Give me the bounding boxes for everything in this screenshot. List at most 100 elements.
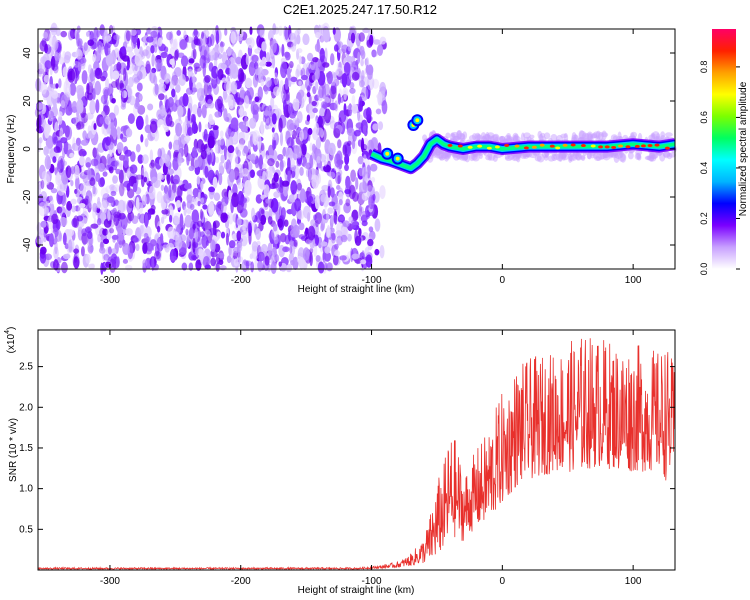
spectrogram-noise-blob (58, 111, 63, 118)
spectrogram-noise-blob (326, 212, 330, 222)
spectrogram-noise-blob (319, 108, 326, 117)
spectrogram-noise-blob (122, 242, 130, 255)
spectrogram-noise-blob (312, 145, 318, 161)
spectrogram-noise-blob (357, 51, 361, 64)
spectrogram-noise-blob (225, 80, 233, 94)
spectrogram-noise-blob (159, 104, 166, 117)
spectrogram-noise-blob (57, 155, 65, 169)
spectrogram-noise-blob (172, 215, 180, 226)
spectrogram-noise-blob (207, 84, 212, 96)
spectrogram-noise-blob (285, 263, 293, 273)
spectrogram-noise-blob (290, 76, 298, 83)
spectrogram-noise-blob (228, 189, 232, 202)
spectrogram-noise-blob (307, 127, 313, 136)
spectrogram-noise-blob (328, 97, 334, 104)
spectrogram-noise-blob (212, 220, 220, 229)
spectrogram-noise-blob (271, 127, 275, 133)
spectrogram-noise-blob (145, 114, 149, 127)
spectrogram-noise-blob (171, 58, 175, 69)
colorbar-tick-label: 0.2 (699, 212, 709, 225)
spectrogram-halo-blob (563, 132, 569, 143)
spectrogram-noise-blob (236, 149, 241, 158)
spectrogram-noise-blob (333, 44, 339, 52)
spectrogram-noise-blob (105, 185, 112, 194)
spectrogram-noise-blob (251, 54, 259, 63)
spectrogram-noise-blob (259, 28, 265, 39)
spectrogram-noise-blob (289, 246, 293, 254)
spectrogram-noise-blob (191, 146, 198, 158)
colorbar-tick-label: 0.8 (699, 61, 709, 74)
spectrogram-noise-blob (185, 228, 189, 236)
spectrogram-noise-blob (306, 85, 311, 94)
spectrogram-noise-blob (271, 38, 277, 53)
spectrogram-noise-blob (72, 215, 80, 228)
spectrogram-noise-blob (192, 237, 196, 253)
spectrogram-noise-blob (173, 212, 182, 225)
spectrogram-noise-blob (177, 105, 184, 118)
spectrogram-noise-blob (111, 32, 117, 45)
spectrogram-y-tick-label: -40 (22, 237, 33, 252)
spectrogram-noise-blob (197, 200, 201, 207)
spectrogram-noise-blob (106, 196, 115, 204)
spectrogram-noise-blob (329, 171, 336, 179)
spectrogram-noise-blob (117, 199, 126, 214)
spectrogram-noise-blob (58, 232, 63, 242)
spectrogram-noise-blob (92, 53, 97, 63)
spectrogram-noise-blob (315, 67, 320, 80)
spectrogram-noise-blob (171, 88, 176, 98)
spectrogram-noise-blob (43, 207, 49, 215)
spectrogram-noise-blob (184, 183, 192, 190)
spectrogram-noise-blob (265, 61, 272, 67)
spectrogram-noise-blob (280, 61, 288, 73)
spectrogram-noise-blob (151, 53, 155, 67)
spectrogram-x-tick-label: 100 (625, 275, 642, 286)
spectrogram-noise-blob (76, 32, 80, 47)
spectrogram-noise-blob (204, 123, 212, 129)
spectrogram-noise-blob (381, 100, 388, 115)
snr-y-ticks: 0.5 1.0 1.5 2.0 2.5 (19, 362, 675, 535)
spectrogram-noise-blob (182, 121, 188, 136)
spectrogram-noise-blob (257, 86, 263, 101)
spectrogram-noise-blob (222, 89, 228, 100)
signal-hotspot (514, 144, 520, 148)
spectrogram-noise-blob (264, 255, 270, 266)
spectrogram-noise-blob (193, 35, 199, 45)
spectrogram-noise-blob (104, 43, 111, 56)
spectrogram-noise-blob (184, 135, 191, 142)
spectrogram-noise-blob (200, 180, 204, 190)
spectrogram-noise-blob (192, 187, 200, 198)
spectrogram-noise-blob (289, 61, 294, 69)
spectrogram-noise-blob (250, 261, 255, 273)
spectrogram-noise-blob (313, 214, 317, 221)
spectrogram-noise-blob (138, 93, 143, 102)
spectrogram-noise-blob (274, 67, 279, 78)
spectrogram-noise-blob (333, 209, 337, 224)
spectrogram-noise-blob (156, 191, 163, 204)
spectrogram-noise-blob (261, 41, 267, 52)
spectrogram-noise-blob (206, 36, 213, 48)
spectrogram-noise-blob (358, 32, 365, 42)
spectrogram-noise-blob (67, 238, 75, 252)
spectrogram-noise-blob (346, 233, 352, 242)
spectrogram-noise-blob (51, 90, 59, 99)
signal-hotspot (555, 146, 561, 150)
snr-series-line (37, 338, 676, 571)
spectrogram-noise-blob (215, 70, 221, 85)
spectrogram-noise-blob (295, 68, 300, 79)
spectrogram-noise-blob (252, 74, 259, 88)
spectrogram-noise-blob (366, 185, 374, 198)
spectrogram-noise-blob (119, 82, 125, 89)
spectrogram-noise-blob (142, 49, 149, 57)
spectrogram-noise-blob (115, 256, 120, 268)
spectrogram-noise-blob (237, 68, 244, 83)
spectrogram-noise-blob (300, 74, 308, 81)
spectrogram-noise-blob (129, 164, 138, 174)
spectrogram-noise-blob (135, 243, 140, 252)
spectrogram-noise-blob (104, 116, 112, 125)
spectrogram-noise-blob (95, 225, 103, 237)
spectrogram-noise-blob (172, 157, 179, 171)
spectrogram-x-ticks: -300 -200 -100 0 100 (100, 29, 642, 286)
spectrogram-noise-blob (85, 132, 91, 139)
spectrogram-noise-blob (81, 70, 88, 85)
signal-hotspot (539, 143, 545, 147)
